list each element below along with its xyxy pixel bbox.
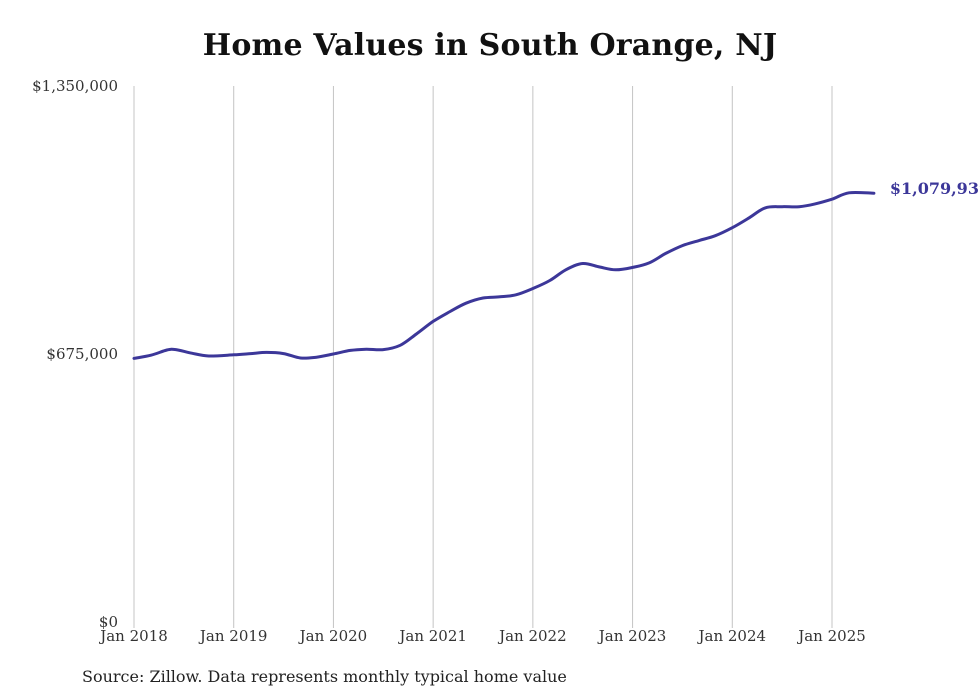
end-value-label-0: $1,079,939 xyxy=(890,179,980,198)
x-tick-label-6: Jan 2024 xyxy=(697,627,767,645)
y-tick-label-2: $1,350,000 xyxy=(32,77,118,95)
x-tick-label-0: Jan 2018 xyxy=(98,627,168,645)
y-tick-label-1: $675,000 xyxy=(46,345,118,363)
x-tick-label-3: Jan 2021 xyxy=(397,627,467,645)
source-note: Source: Zillow. Data represents monthly … xyxy=(82,667,567,686)
series-group xyxy=(132,190,876,360)
x-tick-label-7: Jan 2025 xyxy=(796,627,866,645)
grid-lines xyxy=(133,86,833,628)
x-tick-label-5: Jan 2023 xyxy=(597,627,667,645)
x-tick-label-2: Jan 2020 xyxy=(298,627,368,645)
y-tick-label-0: $0 xyxy=(99,613,118,631)
y-axis-labels: $0 $675,000 $1,350,000 xyxy=(32,77,118,631)
series-line-home-value xyxy=(132,190,876,360)
x-tick-label-4: Jan 2022 xyxy=(497,627,567,645)
chart-title: Home Values in South Orange, NJ xyxy=(202,28,778,63)
annotations: $1,079,939 xyxy=(890,179,980,198)
x-tick-label-1: Jan 2019 xyxy=(198,627,268,645)
x-axis-labels: Jan 2018 Jan 2019 Jan 2020 Jan 2021 Jan 2022… xyxy=(98,627,866,645)
